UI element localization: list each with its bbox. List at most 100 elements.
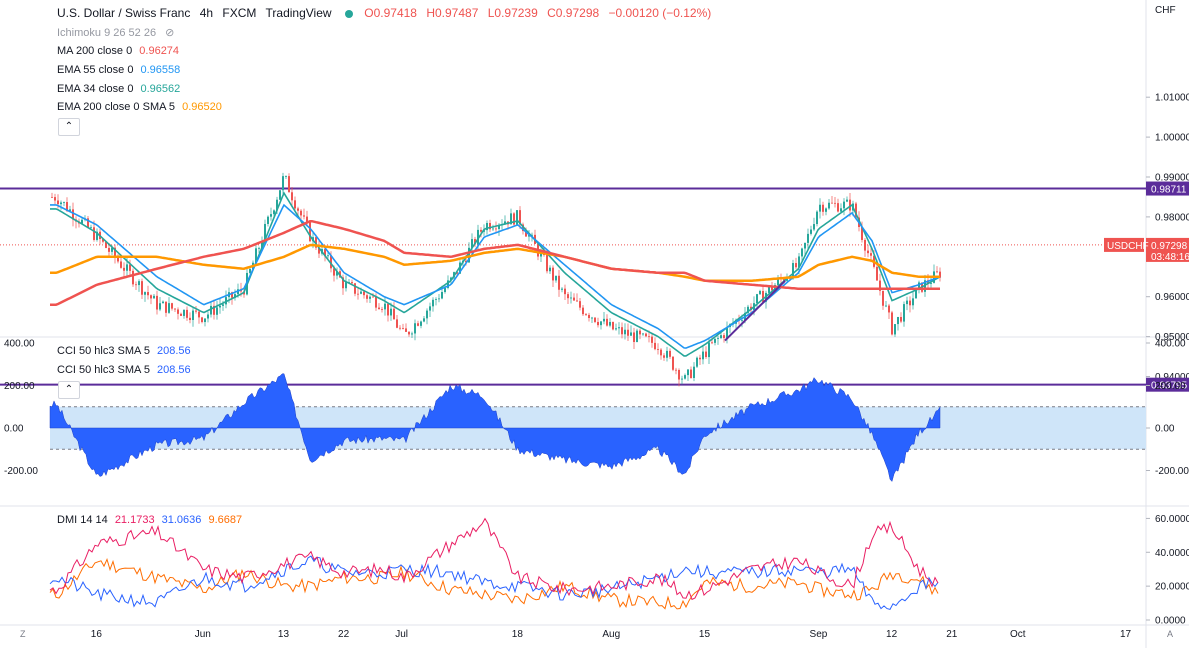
ichimoku-label: Ichimoku 9 26 52 26 — [57, 27, 157, 39]
legend-ema200[interactable]: EMA 200 close 0 SMA 5 0.96520 — [57, 101, 222, 113]
candle-body — [432, 299, 434, 307]
cci-1-value: 208.56 — [157, 345, 191, 357]
candle-body — [66, 202, 68, 211]
candle-body — [525, 231, 527, 237]
legend-ema55[interactable]: EMA 55 close 0 0.96558 — [57, 64, 180, 76]
time-axis-label: 12 — [886, 629, 898, 640]
candle-body — [135, 284, 137, 286]
candle-body — [381, 309, 383, 310]
candle-body — [489, 222, 491, 230]
candle-body — [549, 267, 551, 272]
last-price-badge — [1146, 237, 1189, 262]
candle-body — [891, 312, 893, 335]
candle-body — [654, 342, 656, 350]
candle-body — [675, 369, 677, 371]
legend-ichimoku[interactable]: Ichimoku 9 26 52 26 ⊘ — [57, 26, 174, 39]
candle-body — [60, 202, 62, 205]
candle-body — [390, 308, 392, 316]
candle-body — [126, 264, 128, 271]
candle-body — [768, 286, 770, 293]
candle-body — [267, 216, 269, 224]
candle-body — [363, 291, 365, 296]
candle-body — [579, 301, 581, 308]
candle-body — [369, 296, 371, 299]
candle-body — [303, 215, 305, 217]
price-tick-label: 0.98000 — [1155, 212, 1189, 223]
candle-body — [375, 296, 377, 308]
candle-body — [861, 227, 863, 240]
candle-body — [81, 219, 83, 224]
candle-body — [465, 260, 467, 263]
candle-body — [204, 318, 206, 323]
change-value: −0.00120 (−0.12%) — [608, 6, 712, 20]
candle-body — [642, 333, 644, 335]
interval-label[interactable]: 4h — [199, 6, 214, 20]
candle-body — [129, 264, 131, 271]
candle-body — [747, 306, 749, 313]
eye-hidden-icon[interactable]: ⊘ — [165, 27, 175, 39]
candle-body — [492, 228, 494, 230]
candle-body — [156, 295, 158, 310]
legend-cci-2[interactable]: CCI 50 hlc3 SMA 5 208.56 — [57, 364, 191, 376]
ma200-value: 0.96274 — [139, 45, 180, 57]
candle-body — [585, 314, 587, 315]
candle-body — [261, 241, 263, 248]
close-value: C0.97298 — [547, 6, 600, 20]
candle-body — [702, 351, 704, 360]
cci-tick-label-right: 200.00 — [1155, 381, 1186, 392]
candle-body — [393, 308, 395, 320]
time-axis-label: Oct — [1010, 629, 1026, 640]
candle-body — [624, 329, 626, 335]
candle-body — [843, 201, 845, 209]
candle-body — [930, 282, 932, 284]
candle-body — [327, 255, 329, 257]
legend-ma200[interactable]: MA 200 close 0 0.96274 — [57, 45, 179, 57]
candle-body — [660, 349, 662, 356]
candle-body — [558, 275, 560, 290]
candle-body — [612, 321, 614, 330]
legend-ema34[interactable]: EMA 34 close 0 0.96562 — [57, 83, 180, 95]
candle-body — [591, 317, 593, 319]
candle-body — [498, 224, 500, 230]
candle-body — [474, 239, 476, 245]
candle-body — [396, 319, 398, 328]
candle-body — [324, 249, 326, 257]
candle-body — [915, 287, 917, 299]
ema200-line — [50, 243, 940, 282]
candle-body — [411, 333, 413, 335]
candle-body — [561, 288, 563, 290]
candle-body — [570, 297, 572, 299]
candle-body — [120, 261, 122, 268]
candle-body — [876, 266, 878, 281]
candle-body — [87, 218, 89, 228]
source-label: TradingView — [265, 6, 332, 20]
legend-dmi[interactable]: DMI 14 14 21.1733 31.0636 9.6687 — [57, 514, 242, 526]
candle-body — [627, 329, 629, 336]
candle-body — [345, 282, 347, 289]
candle-body — [840, 208, 842, 212]
hline-price-badge — [1146, 377, 1189, 392]
candle-body — [150, 295, 152, 299]
ema200-value: 0.96520 — [182, 101, 222, 113]
time-axis-label: 15 — [699, 629, 711, 640]
candle-body — [726, 327, 728, 339]
collapse-cci-legend-button[interactable]: ⌃ — [58, 381, 80, 399]
candle-body — [885, 305, 887, 307]
chart-header: U.S. Dollar / Swiss Franc 4h FXCM Tradin… — [57, 6, 717, 20]
candle-body — [696, 357, 698, 367]
cci-2-value: 208.56 — [157, 364, 191, 376]
candle-body — [273, 210, 275, 215]
price-tick-label: 0.99000 — [1155, 173, 1189, 184]
candle-body — [219, 305, 221, 308]
candle-body — [681, 378, 683, 380]
low-value: L0.97239 — [487, 6, 538, 20]
price-tick-label: 0.95000 — [1155, 332, 1189, 343]
collapse-legend-button[interactable]: ⌃ — [58, 118, 80, 136]
candle-body — [141, 281, 143, 295]
candle-body — [354, 283, 356, 294]
candle-body — [192, 310, 194, 321]
legend-cci-1[interactable]: CCI 50 hlc3 SMA 5 208.56 — [57, 345, 191, 357]
candle-body — [510, 213, 512, 225]
price-tick-label: 1.00000 — [1155, 133, 1189, 144]
candle-body — [222, 304, 224, 306]
